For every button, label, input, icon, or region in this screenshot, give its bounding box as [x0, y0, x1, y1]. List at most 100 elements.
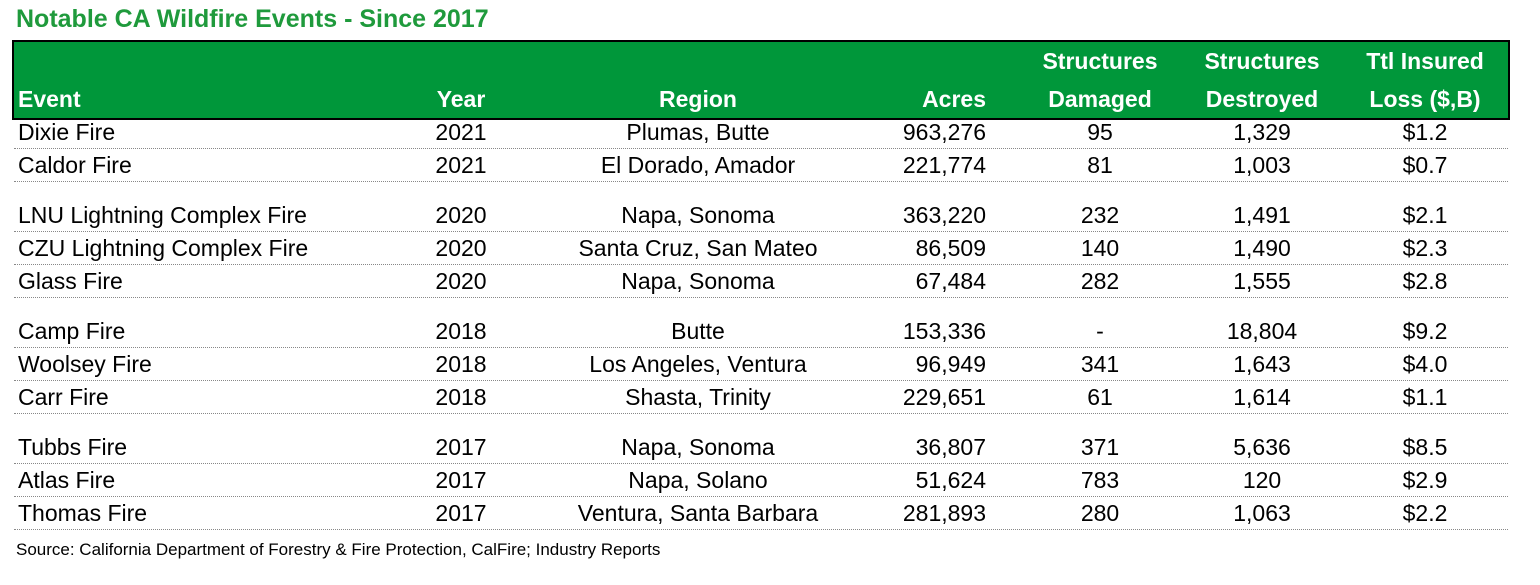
table-cell: Woolsey Fire: [18, 351, 152, 377]
table-cell: $2.9: [1402, 467, 1448, 493]
table-cell: 86,509: [915, 235, 986, 261]
table-cell: Plumas, Butte: [626, 119, 770, 145]
table-cell: 341: [1080, 351, 1120, 377]
table-cell: 2018: [435, 384, 487, 410]
table-cell: Napa, Solano: [628, 467, 768, 493]
table-cell: 140: [1080, 235, 1120, 261]
table-cell: 120: [1242, 467, 1282, 493]
row-divider: [14, 413, 1508, 414]
row-divider: [14, 264, 1508, 265]
row-divider: [14, 148, 1508, 149]
table-cell: 81: [1087, 152, 1113, 178]
table-cell: 1,614: [1233, 384, 1291, 410]
row-divider: [14, 380, 1508, 381]
source-note: Source: California Department of Forestr…: [16, 540, 661, 559]
table-cell: 5,636: [1233, 434, 1291, 460]
table-cell: 1,643: [1233, 351, 1291, 377]
table-cell: 363,220: [902, 202, 986, 228]
table-cell: 783: [1080, 467, 1120, 493]
table-cell: $2.2: [1402, 500, 1448, 526]
column-header: Structures: [1042, 48, 1158, 74]
table-cell: Tubbs Fire: [18, 434, 128, 460]
table-cell: 2017: [435, 500, 487, 526]
table-cell: El Dorado, Amador: [600, 152, 796, 178]
table-cell: 51,624: [915, 467, 986, 493]
table-cell: Butte: [671, 318, 725, 344]
table-cell: $1.2: [1402, 119, 1448, 145]
table-cell: Napa, Sonoma: [621, 434, 775, 460]
row-divider: [14, 231, 1508, 232]
table-cell: $9.2: [1402, 318, 1448, 344]
table-cell: Shasta, Trinity: [625, 384, 771, 410]
table-cell: 282: [1080, 268, 1120, 294]
table-cell: 281,893: [902, 500, 986, 526]
table-cell: 2017: [435, 467, 487, 493]
column-header: Damaged: [1048, 86, 1152, 112]
table-cell: Atlas Fire: [18, 467, 116, 493]
table-cell: 2021: [435, 152, 487, 178]
column-header: Year: [436, 86, 486, 112]
table-cell: 1,555: [1233, 268, 1291, 294]
table-cell: 1,329: [1233, 119, 1291, 145]
table-cell: $1.1: [1402, 384, 1448, 410]
table-cell: 61: [1087, 384, 1113, 410]
table-cell: 95: [1087, 119, 1113, 145]
table-cell: 2018: [435, 351, 487, 377]
table-cell: 2017: [435, 434, 487, 460]
table-cell: Camp Fire: [18, 318, 126, 344]
column-header: Destroyed: [1205, 86, 1319, 112]
header-band: [12, 40, 1510, 120]
table-cell: Glass Fire: [18, 268, 123, 294]
table-cell: 371: [1080, 434, 1120, 460]
table-cell: 1,063: [1233, 500, 1291, 526]
table-cell: $2.8: [1402, 268, 1448, 294]
row-divider: [14, 347, 1508, 348]
table-cell: 1,491: [1233, 202, 1291, 228]
table-cell: $8.5: [1402, 434, 1448, 460]
column-header: Structures: [1204, 48, 1320, 74]
table-cell: $0.7: [1402, 152, 1448, 178]
column-header: Ttl Insured: [1366, 48, 1484, 74]
table-cell: 2020: [435, 268, 487, 294]
table-cell: 18,804: [1226, 318, 1298, 344]
row-divider: [14, 529, 1508, 530]
column-header: Loss ($,B): [1369, 86, 1481, 112]
table-cell: 221,774: [902, 152, 986, 178]
table-cell: 67,484: [915, 268, 986, 294]
row-divider: [14, 181, 1508, 182]
row-divider: [14, 496, 1508, 497]
table-cell: 232: [1080, 202, 1120, 228]
table-title: Notable CA Wildfire Events - Since 2017: [16, 5, 489, 33]
table-cell: Caldor Fire: [18, 152, 132, 178]
table-cell: Los Angeles, Ventura: [589, 351, 807, 377]
table-cell: $2.3: [1402, 235, 1448, 261]
table-cell: Napa, Sonoma: [621, 202, 775, 228]
table-cell: Dixie Fire: [18, 119, 116, 145]
table-cell: 2020: [435, 235, 487, 261]
table-cell: 229,651: [902, 384, 986, 410]
table-cell: 280: [1080, 500, 1120, 526]
column-header: Region: [659, 86, 737, 112]
table-cell: Napa, Sonoma: [621, 268, 775, 294]
table-cell: 963,276: [902, 119, 986, 145]
table-cell: 1,490: [1233, 235, 1291, 261]
table-cell: 153,336: [902, 318, 986, 344]
table-cell: 96,949: [915, 351, 986, 377]
table-cell: $2.1: [1402, 202, 1448, 228]
table-cell: Carr Fire: [18, 384, 109, 410]
table-cell: LNU Lightning Complex Fire: [18, 202, 307, 228]
table-cell: CZU Lightning Complex Fire: [18, 235, 309, 261]
row-divider: [14, 297, 1508, 298]
row-divider: [14, 463, 1508, 464]
table-cell: -: [1096, 318, 1104, 344]
table-cell: 1,003: [1233, 152, 1291, 178]
table-cell: 2021: [435, 119, 487, 145]
column-header: Acres: [922, 86, 986, 112]
table-cell: Santa Cruz, San Mateo: [578, 235, 818, 261]
column-header: Event: [18, 86, 81, 112]
table-cell: 2018: [435, 318, 487, 344]
table-cell: $4.0: [1402, 351, 1448, 377]
table-cell: Thomas Fire: [18, 500, 148, 526]
table-cell: Ventura, Santa Barbara: [577, 500, 819, 526]
